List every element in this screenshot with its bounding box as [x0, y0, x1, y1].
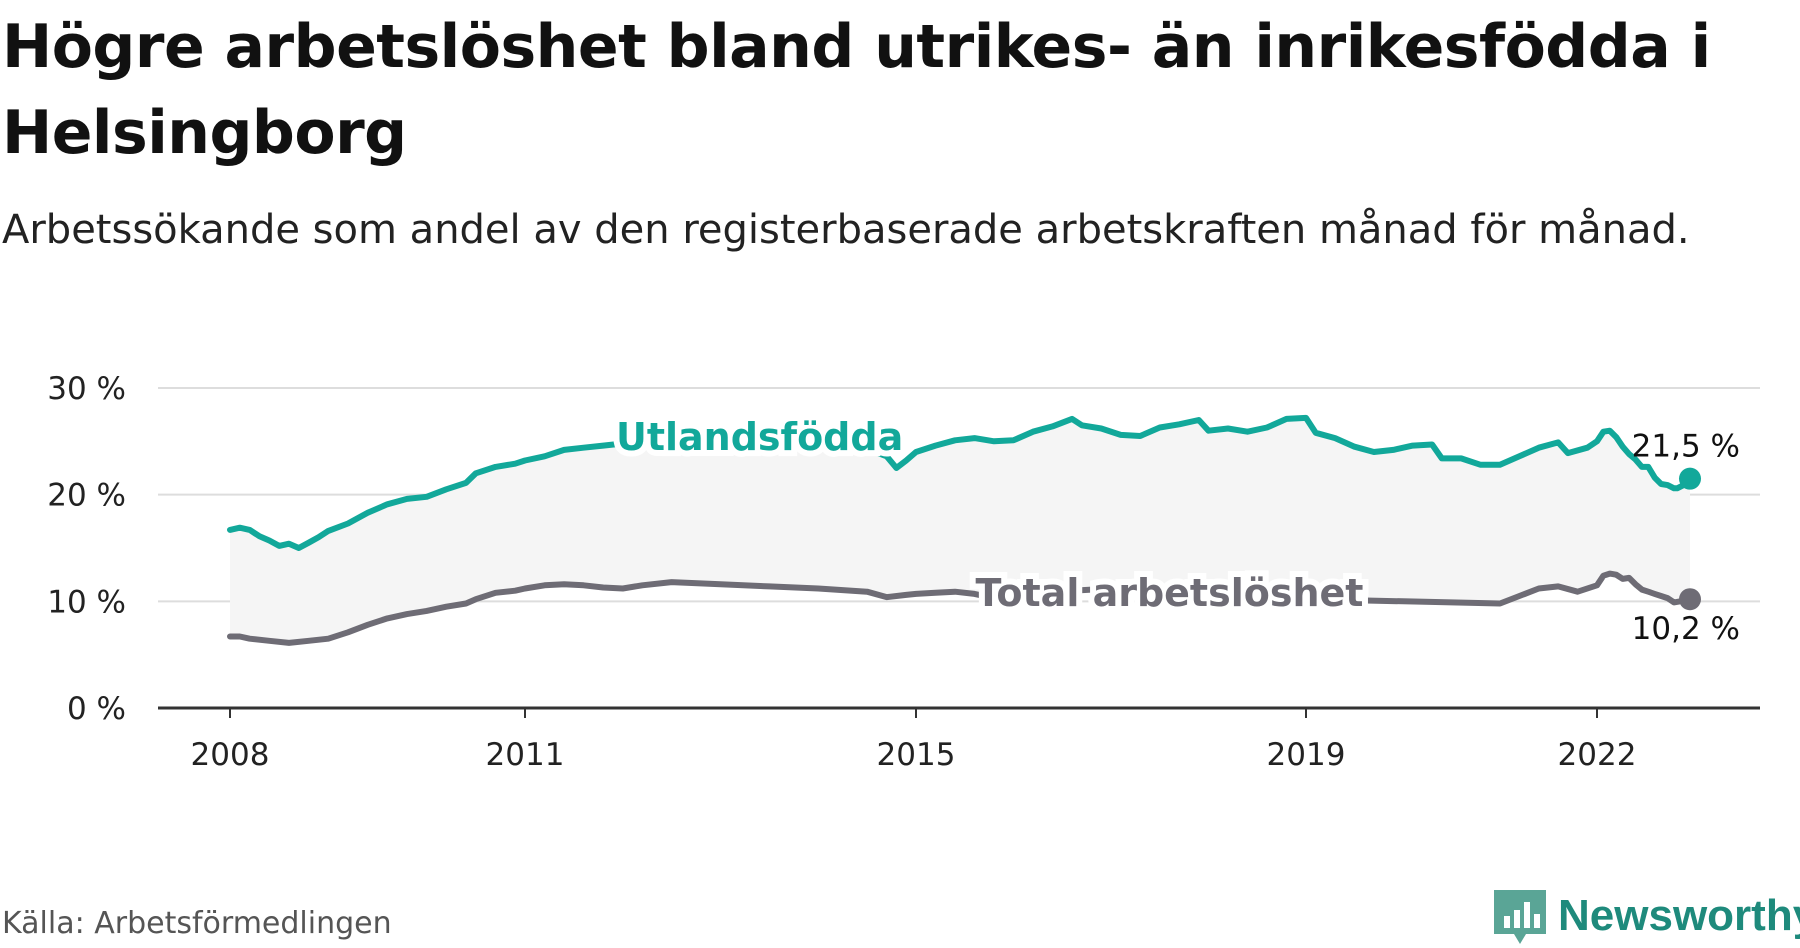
x-tick-label: 2011 — [486, 737, 565, 773]
end-value-label-total: 10,2 % — [1632, 611, 1740, 647]
x-tick-label: 2019 — [1267, 737, 1346, 773]
series-line-total — [227, 570, 1693, 646]
y-tick-label: 10 % — [47, 584, 126, 620]
y-tick-label: 0 % — [67, 691, 126, 727]
series-label-total: Total arbetslöshet — [976, 571, 1364, 615]
source-note: Källa: Arbetsförmedlingen — [2, 906, 392, 941]
y-tick-label: 20 % — [47, 478, 126, 514]
end-value-label-foreign: 21,5 % — [1632, 429, 1740, 465]
y-tick-label: 30 % — [47, 371, 126, 407]
chart-subtitle: Arbetssökande som andel av den registerb… — [2, 207, 1690, 253]
end-marker-foreign — [1679, 467, 1701, 490]
x-tick-label: 2015 — [877, 737, 956, 773]
end-marker-total — [1679, 588, 1701, 611]
x-tick-label: 2022 — [1558, 737, 1637, 773]
chart-title: Högre arbetslöshet bland utrikes- än inr… — [2, 12, 1711, 168]
series-label-foreign: Utlandsfödda — [616, 415, 903, 459]
brand-name: Newsworthy — [1558, 891, 1800, 940]
range-band — [230, 417, 1690, 643]
x-tick-label: 2008 — [191, 737, 270, 773]
newsworthy-logo-icon — [1494, 890, 1546, 944]
series-line-foreign — [227, 414, 1693, 551]
brand-logo: Newsworthy — [1492, 886, 1800, 946]
